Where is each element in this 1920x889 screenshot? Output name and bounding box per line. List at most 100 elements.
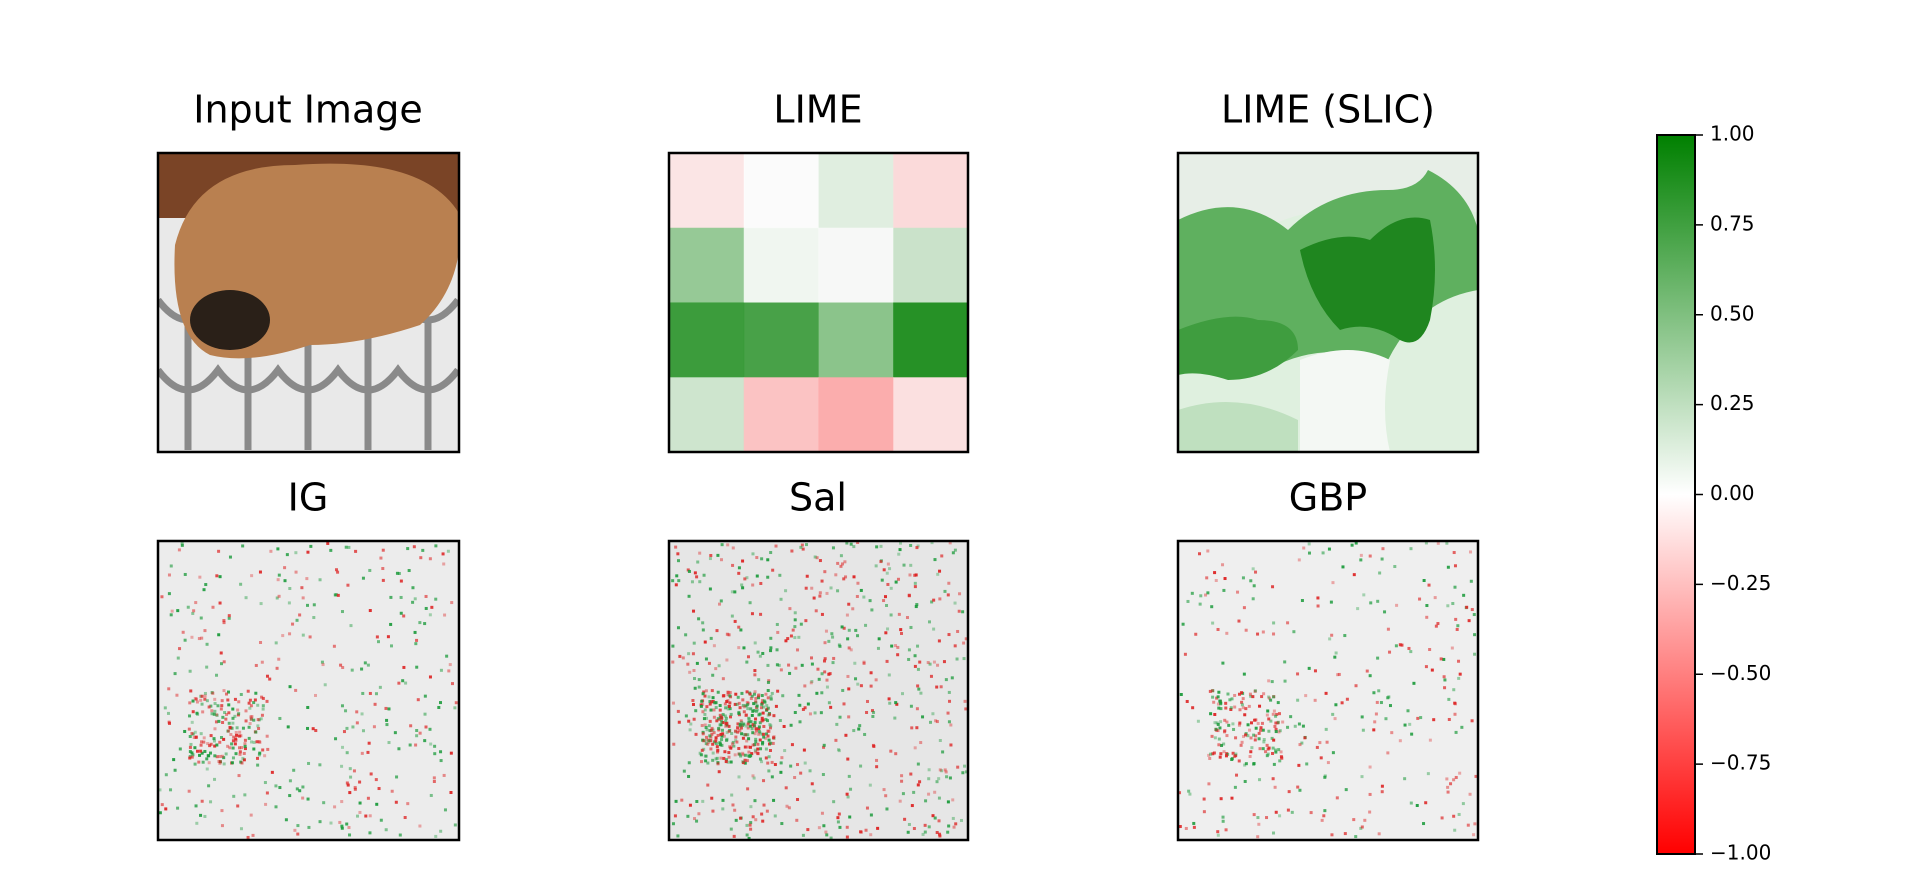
noise-dot: [307, 825, 311, 829]
noise-dot: [219, 735, 223, 739]
noise-dot: [1202, 797, 1206, 801]
noise-dot: [801, 707, 805, 711]
noise-dot: [212, 739, 216, 743]
noise-dot: [1179, 693, 1183, 697]
noise-dot: [934, 719, 938, 723]
noise-dot: [762, 779, 766, 783]
noise-dot: [938, 569, 942, 573]
noise-dot: [862, 660, 866, 664]
noise-dot: [1209, 712, 1213, 716]
noise-dot: [757, 727, 761, 731]
noise-dot: [291, 622, 295, 626]
noise-dot: [215, 743, 219, 747]
noise-dot: [218, 760, 222, 764]
noise-dot: [875, 765, 879, 769]
noise-dot: [432, 776, 436, 780]
noise-dot: [195, 749, 199, 753]
noise-dot: [717, 726, 721, 730]
noise-dot: [757, 678, 761, 682]
noise-dot: [771, 568, 775, 572]
noise-dot: [1262, 692, 1266, 696]
noise-dot: [766, 729, 770, 733]
noise-dot: [1422, 822, 1426, 826]
noise-dot: [676, 709, 680, 713]
noise-dot: [716, 748, 720, 752]
noise-dot: [413, 597, 417, 601]
frames: [156, 151, 1480, 842]
noise-dot: [937, 819, 941, 823]
noise-dot: [869, 684, 873, 688]
noise-dot: [190, 731, 194, 735]
noise-dot: [1183, 652, 1187, 656]
noise-dot: [752, 702, 756, 706]
noise-dot: [724, 722, 728, 726]
noise-dot: [883, 595, 887, 599]
noise-dot: [933, 816, 937, 820]
noise-dot: [885, 603, 889, 607]
noise-dot: [1199, 594, 1203, 598]
noise-dot: [1446, 604, 1450, 608]
noise-dot: [1331, 712, 1335, 716]
noise-dot: [753, 673, 757, 677]
noise-dot: [699, 753, 703, 757]
noise-dot: [399, 611, 403, 615]
noise-dot: [1300, 741, 1304, 745]
noise-dot: [160, 595, 164, 599]
noise-dot: [453, 706, 457, 710]
noise-dot: [810, 586, 814, 590]
noise-dot: [927, 768, 931, 772]
noise-dot: [760, 742, 764, 746]
noise-dot: [852, 729, 856, 733]
noise-dot: [233, 742, 237, 746]
noise-dot: [849, 648, 853, 652]
noise-dot: [692, 717, 696, 721]
noise-dot: [1452, 814, 1456, 818]
noise-dot: [744, 724, 748, 728]
noise-dot: [676, 834, 680, 838]
noise-dot: [749, 827, 753, 831]
noise-dot: [252, 718, 256, 722]
noise-dot: [948, 776, 952, 780]
noise-dot: [847, 628, 851, 632]
noise-dot: [745, 700, 749, 704]
noise-dot: [810, 656, 814, 660]
noise-dot: [724, 719, 728, 723]
noise-dot: [799, 622, 803, 626]
noise-dot: [738, 706, 742, 710]
noise-dot: [379, 818, 383, 822]
noise-dot: [230, 761, 234, 765]
noise-dot: [1461, 802, 1465, 806]
noise-dot: [676, 626, 680, 630]
noise-dot: [736, 726, 740, 730]
noise-dot: [716, 733, 720, 737]
noise-dot: [1233, 785, 1237, 789]
noise-dot: [764, 732, 768, 736]
noise-dot: [1192, 821, 1196, 825]
tick-label: 0.50: [1710, 301, 1755, 325]
noise-dot: [183, 572, 187, 576]
noise-dot: [858, 724, 862, 728]
noise-dot: [755, 729, 759, 733]
noise-dot: [251, 833, 255, 837]
noise-dot: [915, 707, 919, 711]
noise-dot: [1361, 728, 1365, 732]
noise-dot: [907, 648, 911, 652]
noise-dot: [829, 836, 833, 840]
noise-dot: [688, 670, 692, 674]
lime-cell: [818, 153, 894, 229]
noise-dot: [913, 581, 917, 585]
noise-dot: [1206, 549, 1210, 553]
noise-dot: [743, 761, 747, 765]
noise-dot: [434, 834, 438, 838]
noise-dot: [711, 673, 715, 677]
noise-dot: [868, 783, 872, 787]
noise-dot: [1252, 813, 1256, 817]
noise-dot: [338, 820, 342, 824]
panel-title: GBP: [1289, 476, 1367, 520]
noise-dot: [1219, 707, 1223, 711]
noise-dot: [1329, 600, 1333, 604]
noise-dot: [730, 614, 734, 618]
panel-title: Input Image: [193, 88, 422, 132]
noise-dot: [947, 720, 951, 724]
noise-dot: [1352, 573, 1356, 577]
